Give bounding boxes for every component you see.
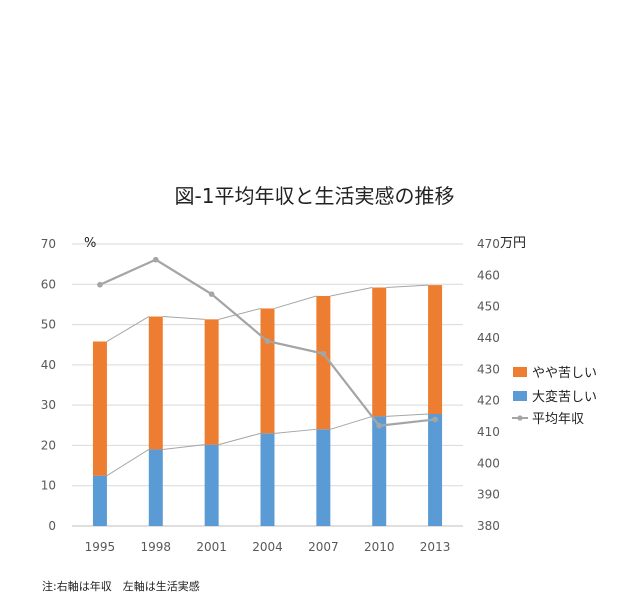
data-point (264, 338, 271, 344)
right-tick-label: 450 (477, 300, 500, 314)
series-line (330, 415, 373, 430)
series-line (386, 413, 429, 417)
x-tick-label: 2004 (252, 540, 283, 554)
bar-segment (260, 433, 275, 526)
series-line (274, 428, 317, 434)
left-tick-label: 50 (41, 318, 56, 332)
bar-segment (428, 285, 443, 415)
series-line (218, 307, 261, 320)
series-line (386, 284, 429, 289)
bar-segment (372, 287, 387, 417)
left-tick-label: 10 (41, 479, 56, 493)
bar-segment (260, 308, 275, 434)
right-tick-label: 420 (477, 394, 500, 408)
bar-segment (92, 341, 107, 476)
right-tick-label: 390 (477, 488, 500, 502)
right-tick-label: 430 (477, 362, 500, 376)
bar-segment (316, 429, 331, 526)
chart-title: 図-1平均年収と生活実感の推移 (174, 184, 455, 208)
chart-note: 注:右軸は年収 左軸は生活実感 (42, 580, 200, 593)
bar-segment (148, 449, 163, 526)
left-tick-label: 40 (41, 358, 56, 372)
legend-label: 平均年収 (532, 412, 584, 427)
x-tick-label: 2013 (420, 540, 451, 554)
data-point (208, 291, 215, 297)
right-tick-label: 380 (477, 519, 500, 533)
data-point (152, 256, 159, 263)
data-point (320, 350, 327, 357)
legend-label: 大変苦しい (532, 389, 597, 405)
legend-swatch (517, 415, 523, 421)
bar-segment (92, 475, 107, 526)
data-point (97, 281, 103, 288)
x-tick-label: 2001 (196, 540, 227, 554)
right-tick-label: 470 (477, 237, 500, 251)
data-point (376, 422, 383, 429)
left-axis-unit: % (84, 236, 96, 251)
right-axis-unit: 万円 (500, 236, 526, 251)
x-tick-label: 2007 (308, 540, 339, 554)
right-tick-label: 410 (477, 425, 500, 439)
data-point (432, 416, 438, 423)
bar-segment (316, 295, 331, 430)
left-tick-label: 60 (41, 277, 56, 291)
legend-swatch (513, 367, 527, 377)
x-tick-label: 2010 (364, 540, 395, 554)
series-line (162, 444, 205, 450)
series-line (330, 287, 373, 297)
series-line (106, 316, 150, 342)
right-tick-label: 440 (477, 331, 500, 345)
series-line (218, 432, 261, 446)
series-line (274, 295, 317, 309)
bar-segment (428, 414, 443, 526)
bar-segment (204, 444, 219, 526)
bar-segment (204, 319, 219, 445)
left-tick-label: 70 (41, 237, 56, 251)
bar-segment (148, 316, 163, 450)
bar-segment (372, 416, 387, 526)
right-tick-label: 460 (477, 268, 500, 282)
right-tick-label: 400 (477, 456, 500, 470)
series-line (162, 316, 205, 320)
legend-label: やや苦しい (532, 365, 597, 381)
series-line (106, 449, 150, 477)
x-tick-label: 1995 (85, 540, 116, 554)
left-tick-label: 30 (41, 398, 56, 412)
left-tick-label: 0 (48, 519, 56, 533)
legend-swatch (513, 391, 527, 401)
left-tick-label: 20 (41, 438, 56, 452)
x-tick-label: 1998 (141, 540, 172, 554)
